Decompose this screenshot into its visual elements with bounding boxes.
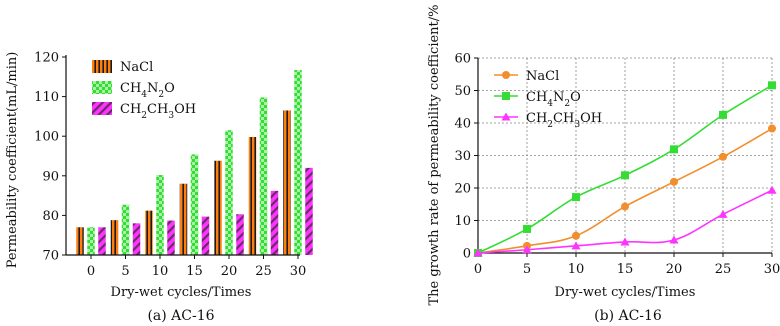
x-tick-label: 15 <box>186 264 203 279</box>
y-tick-label: 90 <box>42 169 59 184</box>
point-nacl-15 <box>621 202 629 211</box>
y-axis-label: The growth rate of permeability coeffici… <box>427 4 442 305</box>
point-nacl-25 <box>719 152 727 161</box>
bar-ch2ch3oh-10 <box>167 220 175 255</box>
bar-nacl-10 <box>145 210 153 255</box>
legend-label-ch2ch3oh: CH2CH3OH <box>526 111 602 130</box>
x-axis-label: Dry-wet cycles/Times <box>555 285 696 300</box>
y-tick-label: 50 <box>454 84 471 99</box>
y-tick-label: 40 <box>454 117 471 132</box>
y-tick-label: 60 <box>454 52 471 67</box>
caption: (a) AC-16 <box>147 308 214 324</box>
bar-ch2ch3oh-30 <box>305 167 313 255</box>
x-tick-label: 30 <box>290 264 307 279</box>
series-lines <box>473 81 777 257</box>
bar-ch4n2o-20 <box>225 130 233 255</box>
legend-marker-nacl <box>502 71 510 79</box>
legend-label-nacl: NaCl <box>526 69 559 84</box>
bar-ch4n2o-15 <box>190 154 199 255</box>
legend-label-ch4n2o: CH4N2O <box>526 90 581 109</box>
legend-marker-ch2ch3oh <box>501 112 511 121</box>
bar-nacl-15 <box>179 183 188 255</box>
legend-marker-ch4n2o <box>502 92 510 100</box>
x-tick-label: 20 <box>221 264 238 279</box>
bar-nacl-20 <box>214 160 222 255</box>
y-tick-label: 70 <box>42 249 59 264</box>
x-tick-label: 0 <box>474 262 482 277</box>
point-ch4n2o-20 <box>670 145 678 154</box>
bar-ch2ch3oh-5 <box>132 223 141 255</box>
y-tick-label: 110 <box>34 90 59 105</box>
bar-chart-permeability: 70 80 90 100 110 120 0 5 10 15 20 25 30 NaCl CH4N2O C… <box>5 51 313 324</box>
x-tick-labels: 0 5 10 15 20 25 30 <box>87 264 306 279</box>
bar-ch4n2o-0 <box>87 227 95 255</box>
legend: NaCl CH4N2O CH2CH3OH <box>92 60 196 121</box>
x-tick-label: 25 <box>255 264 272 279</box>
point-nacl-20 <box>670 177 678 186</box>
bar-ch4n2o-30 <box>294 70 302 256</box>
y-tick-label: 10 <box>454 214 471 229</box>
point-nacl-30 <box>768 124 776 133</box>
x-tick-label: 30 <box>764 262 780 277</box>
point-ch2ch3oh-30 <box>767 185 777 194</box>
y-tick-label: 100 <box>34 130 59 145</box>
x-tick-label: 10 <box>568 262 585 277</box>
point-ch4n2o-15 <box>621 171 629 180</box>
caption: (b) AC-16 <box>594 308 662 324</box>
point-ch4n2o-25 <box>719 110 727 119</box>
point-ch4n2o-5 <box>523 224 531 233</box>
bar-ch2ch3oh-25 <box>270 190 279 255</box>
x-tick-labels: 0 5 10 15 20 25 30 <box>474 262 780 277</box>
point-ch4n2o-10 <box>572 193 580 202</box>
y-tick-labels: 0 10 20 30 40 50 60 <box>454 52 471 262</box>
legend-label-ch2ch3oh: CH2CH3OH <box>120 102 196 121</box>
y-tick-label: 20 <box>454 182 471 197</box>
point-ch4n2o-30 <box>768 81 776 90</box>
legend-swatch-nacl <box>92 60 112 73</box>
bar-nacl-5 <box>110 220 119 255</box>
bar-ch4n2o-5 <box>121 204 130 255</box>
y-tick-label: 120 <box>34 51 59 66</box>
bar-ch4n2o-10 <box>156 175 164 255</box>
x-tick-label: 0 <box>87 264 95 279</box>
legend-label-nacl: NaCl <box>120 60 153 75</box>
x-tick-label: 20 <box>666 262 683 277</box>
y-axis-label: Permeability coefficient(mL/min) <box>5 52 20 269</box>
bar-ch2ch3oh-15 <box>201 216 210 255</box>
point-nacl-10 <box>572 231 580 240</box>
x-tick-label: 5 <box>523 262 531 277</box>
point-ch2ch3oh-10 <box>571 241 581 250</box>
bar-nacl-0 <box>76 227 84 255</box>
point-ch2ch3oh-0 <box>473 248 483 257</box>
x-tick-label: 5 <box>121 264 129 279</box>
legend-swatch-ch4n2o <box>92 81 112 94</box>
line-chart-growth-rate: 0 10 20 30 40 50 60 0 5 10 15 20 25 30 NaCl CH4N2O CH2… <box>427 4 780 324</box>
y-tick-label: 80 <box>42 209 59 224</box>
bar-ch2ch3oh-20 <box>236 214 244 255</box>
point-ch2ch3oh-20 <box>669 235 679 244</box>
point-ch2ch3oh-5 <box>522 245 532 254</box>
legend-label-ch4n2o: CH4N2O <box>120 81 175 100</box>
x-tick-label: 15 <box>617 262 634 277</box>
axes <box>62 55 300 259</box>
bar-ch2ch3oh-0 <box>98 227 106 255</box>
axes <box>474 57 773 257</box>
y-tick-label: 0 <box>463 247 471 262</box>
legend: NaCl CH4N2O CH2CH3OH <box>494 69 602 130</box>
y-tick-label: 30 <box>454 149 471 164</box>
x-tick-label: 10 <box>152 264 169 279</box>
bar-group <box>76 70 313 256</box>
x-tick-label: 25 <box>715 262 732 277</box>
y-tick-labels: 70 80 90 100 110 120 <box>34 51 59 264</box>
bar-ch4n2o-25 <box>259 97 268 255</box>
bar-nacl-30 <box>283 110 291 256</box>
point-ch2ch3oh-25 <box>718 209 728 218</box>
x-axis-label: Dry-wet cycles/Times <box>111 285 252 300</box>
legend-swatch-ch2ch3oh <box>92 102 112 115</box>
bar-nacl-25 <box>248 136 257 255</box>
gridlines <box>478 57 773 253</box>
point-ch2ch3oh-15 <box>620 237 630 246</box>
